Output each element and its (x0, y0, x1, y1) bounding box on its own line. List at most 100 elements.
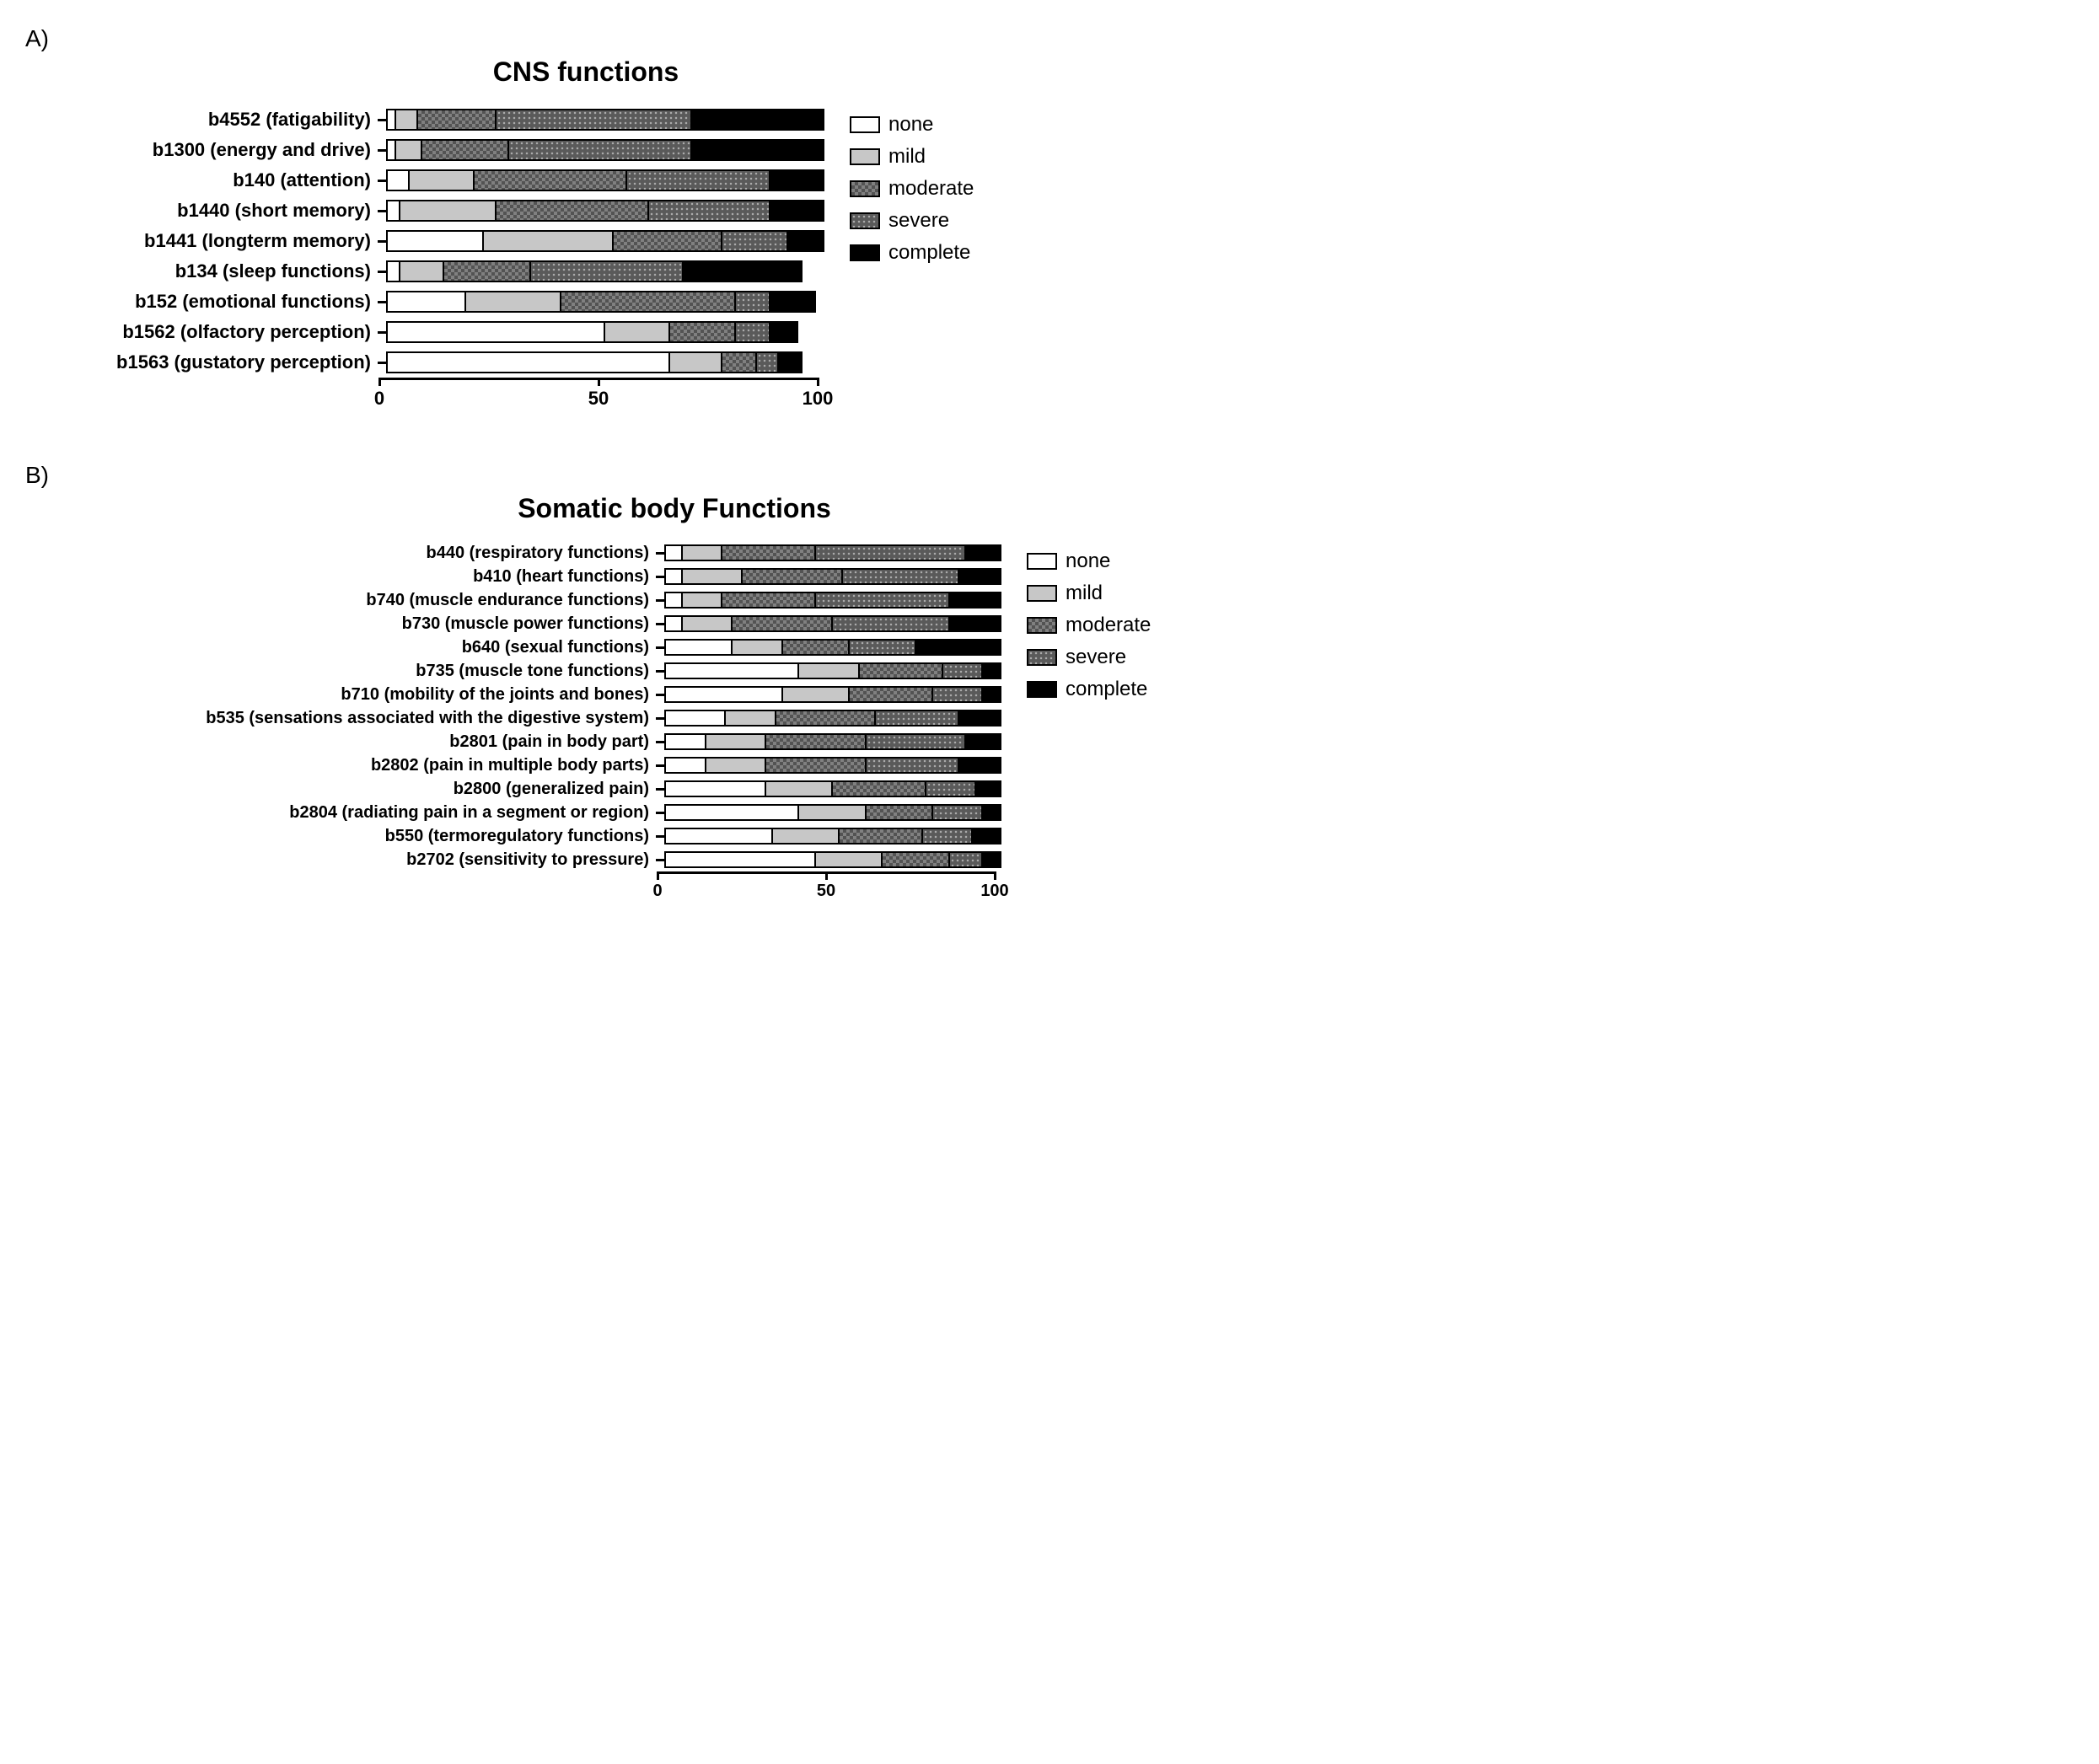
bar-row: b1300 (energy and drive) (25, 135, 824, 165)
bar-row: b730 (muscle power functions) (25, 612, 1001, 635)
bar-segment-severe (950, 853, 984, 866)
panel-a: A)CNS functionsb4552 (fatigability)b1300… (25, 25, 2074, 411)
bar-segment-none (388, 141, 396, 158)
bar-row: b2800 (generalized pain) (25, 777, 1001, 801)
y-tick (656, 859, 664, 861)
x-tick-label: 100 (980, 882, 1008, 901)
bar-segment-complete (983, 853, 1000, 866)
chart-wrap: b4552 (fatigability)b1300 (energy and dr… (25, 105, 2074, 411)
category-label: b2800 (generalized pain) (25, 780, 656, 799)
legend-item-moderate: moderate (850, 177, 974, 201)
legend: nonemildmoderateseverecomplete (1027, 541, 1151, 701)
x-axis: 050100 (25, 871, 1001, 905)
bar-segment-moderate (850, 688, 933, 701)
legend-label-severe: severe (1066, 646, 1126, 669)
bar-segment-complete (966, 735, 1000, 748)
bar-segment-none (666, 806, 799, 819)
bar-segment-none (666, 759, 706, 772)
bar-segment-none (666, 617, 683, 630)
bar-row: b2804 (radiating pain in a segment or re… (25, 801, 1001, 824)
bar-segment-mild (683, 546, 723, 560)
category-label: b550 (termoregulatory functions) (25, 827, 656, 846)
stacked-bar (664, 780, 1001, 797)
bar-segment-moderate (766, 735, 867, 748)
legend-swatch-complete (850, 244, 880, 261)
stacked-bar (386, 291, 816, 312)
bar-segment-moderate (722, 593, 816, 607)
bar-segment-complete (959, 570, 1000, 583)
bar-segment-severe (933, 688, 983, 701)
bar-segment-none (666, 593, 683, 607)
bar-segment-complete (770, 292, 814, 310)
bar-segment-none (388, 292, 466, 310)
bar-segment-moderate (833, 782, 926, 796)
y-tick (656, 576, 664, 578)
legend-swatch-severe (1027, 649, 1057, 666)
category-label: b640 (sexual functions) (25, 638, 656, 657)
bar-segment-severe (816, 593, 949, 607)
bar-segment-mild (816, 853, 883, 866)
chart-wrap: b440 (respiratory functions)b410 (heart … (25, 541, 2074, 905)
bar-segment-severe (867, 735, 967, 748)
legend-swatch-severe (850, 212, 880, 229)
bar-segment-none (666, 829, 773, 843)
bar-segment-mild (706, 759, 766, 772)
y-tick (378, 180, 386, 182)
bar-segment-severe (923, 829, 973, 843)
legend-swatch-moderate (1027, 617, 1057, 634)
x-tick (378, 378, 381, 386)
legend-label-mild: mild (888, 145, 926, 169)
y-tick (378, 149, 386, 152)
y-tick (656, 835, 664, 838)
category-label: b740 (muscle endurance functions) (25, 591, 656, 610)
bar-segment-mild (466, 292, 562, 310)
legend-swatch-moderate (850, 180, 880, 197)
bar-segment-moderate (722, 353, 757, 371)
bar-segment-severe (850, 641, 916, 654)
bar-segment-mild (799, 806, 866, 819)
category-label: b535 (sensations associated with the dig… (25, 709, 656, 728)
bar-segment-moderate (444, 262, 531, 280)
bar-segment-none (666, 711, 726, 725)
x-tick (657, 871, 659, 880)
stacked-bar (664, 662, 1001, 679)
bar-segment-complete (684, 262, 801, 280)
category-label: b1440 (short memory) (25, 200, 378, 222)
bar-segment-mild (484, 232, 615, 249)
bar-segment-moderate (722, 546, 816, 560)
stacked-bar (664, 757, 1001, 774)
bar-segment-moderate (860, 664, 943, 678)
category-label: b730 (muscle power functions) (25, 614, 656, 634)
x-tick (825, 871, 828, 880)
bar-segment-severe (531, 262, 684, 280)
legend-item-severe: severe (850, 209, 974, 233)
bar-segment-mild (799, 664, 859, 678)
category-label: b2702 (sensitivity to pressure) (25, 850, 656, 870)
bar-segment-severe (497, 110, 692, 128)
bar-segment-mild (400, 262, 444, 280)
bar-segment-moderate (783, 641, 850, 654)
legend-label-complete: complete (888, 241, 970, 265)
stacked-bar (386, 200, 824, 221)
bar-segment-complete (983, 688, 1000, 701)
y-tick (656, 812, 664, 814)
bar-segment-severe (843, 570, 960, 583)
bar-segment-complete (983, 806, 1000, 819)
bar-row: b152 (emotional functions) (25, 287, 824, 317)
bar-segment-severe (649, 201, 770, 219)
y-tick (378, 331, 386, 334)
legend-item-mild: mild (1027, 582, 1151, 605)
bar-segment-mild (396, 110, 418, 128)
bar-row: b640 (sexual functions) (25, 635, 1001, 659)
legend-label-none: none (888, 113, 933, 137)
bar-segment-moderate (743, 570, 843, 583)
bar-segment-mild (733, 641, 782, 654)
y-tick (656, 552, 664, 555)
bar-segment-complete (692, 110, 823, 128)
bars-area: b440 (respiratory functions)b410 (heart … (25, 541, 1001, 871)
x-tick-label: 0 (652, 882, 662, 901)
legend-item-none: none (850, 113, 974, 137)
bar-segment-mild (396, 141, 422, 158)
stacked-bar (664, 851, 1001, 868)
stacked-bar (664, 544, 1001, 561)
